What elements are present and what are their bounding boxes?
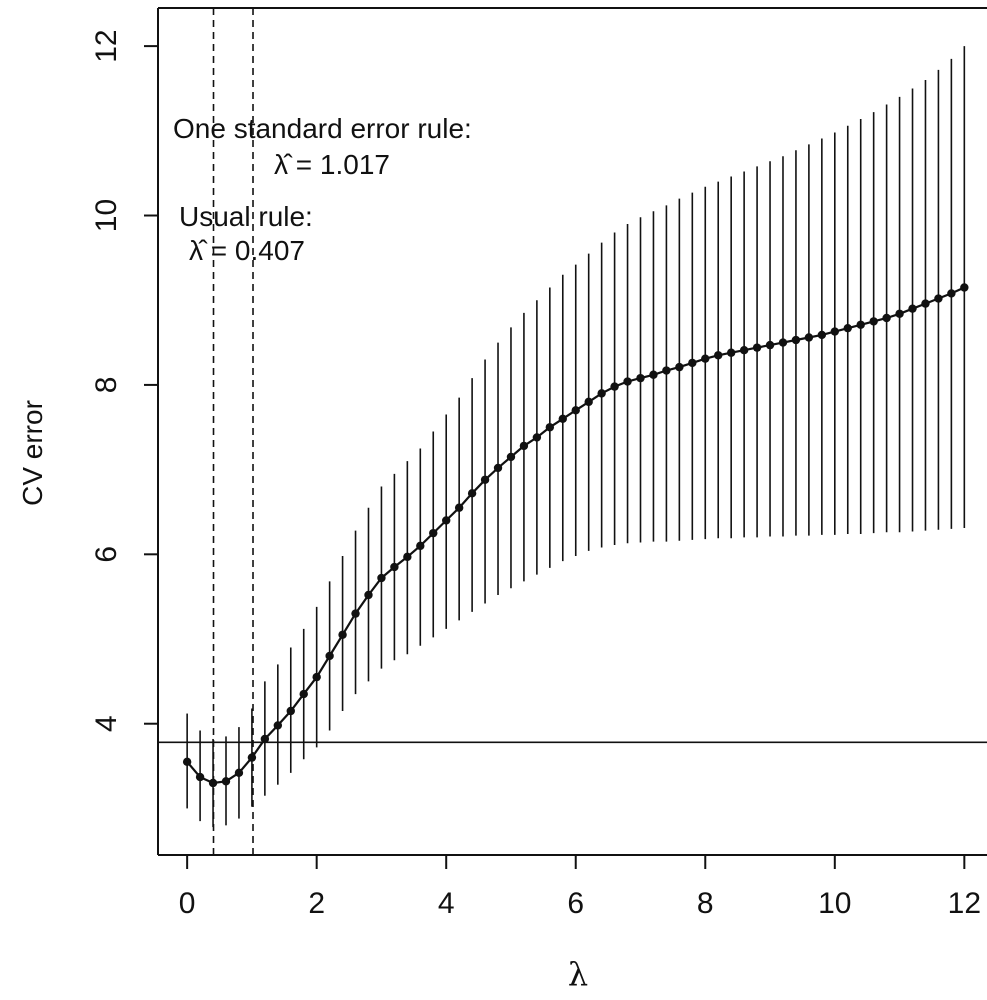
cv-error-series: [182, 283, 969, 788]
x-axis: 0 2 4 6 8 10 12: [179, 855, 981, 920]
cv-error-point: [312, 672, 321, 682]
y-tick-label: 10: [90, 199, 123, 232]
cv-error-point: [662, 366, 671, 375]
cv-error-point: [377, 573, 386, 583]
y-axis: 4 6 8 10 12: [90, 29, 158, 732]
cv-error-point: [429, 528, 438, 538]
x-tick-label: 10: [818, 887, 851, 920]
cv-error-point: [584, 397, 593, 407]
cv-error-point: [442, 516, 451, 525]
annotation-one-standard-error-rule: One standard error rule: λ̂ = 1.017: [173, 113, 472, 180]
plot-frame: [157, 7, 987, 856]
cv-error-point: [947, 289, 956, 298]
cv-error-point: [895, 309, 904, 318]
cv-error-point: [221, 777, 231, 786]
y-tick-label: 8: [90, 377, 123, 394]
cv-error-point: [675, 362, 684, 372]
x-tick-label: 0: [179, 887, 196, 920]
cv-error-point: [234, 768, 244, 778]
cv-error-point: [830, 327, 840, 336]
cv-error-point: [856, 320, 865, 329]
cv-error-point: [934, 294, 943, 303]
cv-error-point: [195, 772, 205, 782]
cv-error-point: [778, 338, 788, 347]
cv-error-point: [247, 753, 257, 762]
cv-error-point: [623, 377, 632, 386]
cv-error-point: [726, 348, 736, 357]
cv-error-point: [960, 283, 969, 292]
cv-error-point: [519, 441, 529, 451]
cv-error-point: [506, 452, 516, 462]
annotation-usual-title: Usual rule:: [179, 201, 313, 232]
cv-error-point: [338, 630, 347, 639]
cv-error-point: [351, 609, 360, 618]
cv-error-point: [869, 317, 878, 326]
cv-error-point: [467, 489, 477, 498]
reference-lines: [158, 8, 987, 855]
cv-error-point: [843, 323, 852, 333]
cv-error-point: [390, 562, 399, 572]
x-axis-title: λ: [568, 955, 588, 993]
cv-error-point: [299, 689, 308, 699]
annotation-usual-value: λ̂ = 0.407: [189, 235, 305, 266]
x-tick-label: 6: [567, 887, 584, 920]
cv-error-point: [364, 590, 373, 600]
cv-error-point: [571, 406, 580, 415]
cv-error-point: [908, 304, 917, 313]
cv-error-point: [649, 370, 658, 379]
cv-error-point: [817, 330, 827, 340]
y-tick-label: 12: [90, 29, 123, 62]
cv-error-point: [325, 651, 334, 661]
cv-error-point: [416, 541, 425, 551]
cv-error-point: [921, 299, 930, 308]
cv-error-point: [182, 757, 192, 767]
annotation-one-se-title: One standard error rule:: [173, 113, 472, 144]
cv-error-point: [597, 389, 606, 398]
x-tick-label: 12: [948, 887, 981, 920]
cv-error-point: [532, 433, 542, 442]
cv-error-point: [882, 313, 891, 323]
cv-error-point: [739, 345, 749, 355]
cv-error-point: [791, 335, 801, 345]
cv-error-point: [454, 503, 464, 512]
x-tick-label: 4: [438, 887, 455, 920]
cv-error-point: [701, 354, 710, 363]
cv-error-point: [208, 778, 218, 788]
cv-error-point: [286, 706, 295, 716]
y-tick-label: 6: [90, 546, 123, 563]
cv-error-point: [480, 475, 490, 484]
annotation-usual-rule: Usual rule: λ̂ = 0.407: [179, 201, 313, 266]
cv-error-point: [610, 382, 619, 391]
cv-error-point: [403, 552, 412, 562]
cv-error-point: [260, 734, 270, 744]
x-tick-label: 2: [308, 887, 325, 920]
cv-error-point: [688, 358, 697, 368]
cv-error-point: [493, 463, 503, 473]
cv-error-point: [752, 343, 762, 352]
cv-error-point: [714, 351, 723, 360]
cv-error-point: [545, 423, 555, 432]
x-tick-label: 8: [697, 887, 714, 920]
y-axis-title: CV error: [17, 400, 48, 506]
cv-error-point: [273, 721, 283, 730]
cv-error-point: [804, 333, 814, 342]
y-tick-label: 4: [90, 715, 123, 732]
annotation-one-se-value: λ̂ = 1.017: [274, 149, 390, 180]
cv-error-point: [558, 414, 567, 423]
cv-error-point: [765, 340, 775, 350]
cv-error-point: [636, 373, 645, 383]
